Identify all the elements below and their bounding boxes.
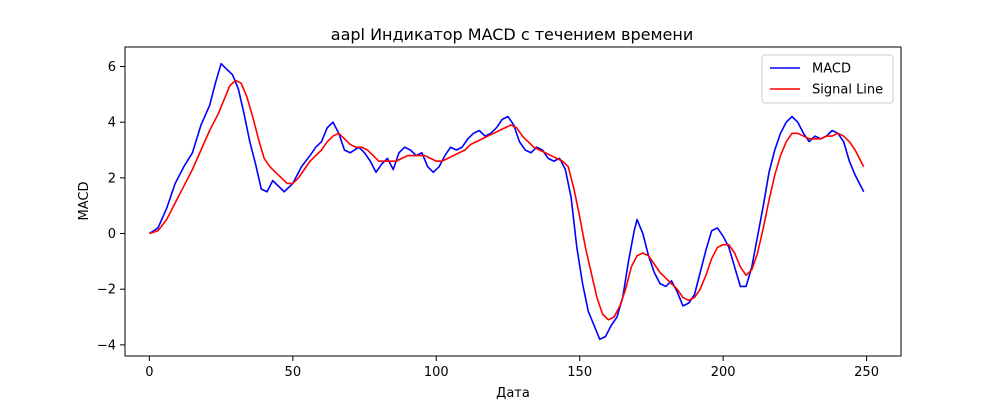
y-tick-label: −2 bbox=[97, 283, 116, 298]
x-tick-label: 0 bbox=[145, 365, 153, 380]
series-line-macd bbox=[148, 62, 865, 341]
x-axis: 0 50 100 150 200 250 bbox=[145, 356, 879, 380]
y-tick-label: 2 bbox=[108, 171, 116, 186]
x-tick-label: 150 bbox=[567, 365, 592, 380]
x-tick-label: 200 bbox=[711, 365, 736, 380]
legend-box bbox=[761, 54, 894, 104]
y-tick-label: −4 bbox=[97, 338, 116, 353]
x-tick-label: 100 bbox=[424, 365, 449, 380]
legend-items: MACD Signal Line bbox=[770, 62, 883, 98]
plot-frame bbox=[124, 46, 902, 357]
x-axis-label: Дата bbox=[496, 386, 530, 400]
x-tick-label: 50 bbox=[285, 365, 302, 380]
series-layer bbox=[148, 62, 865, 341]
y-tick-label: 4 bbox=[108, 116, 116, 131]
y-axis-label: MACD bbox=[77, 182, 92, 221]
y-axis: −4 −2 0 2 4 6 bbox=[97, 60, 125, 353]
y-tick-label: 6 bbox=[108, 60, 116, 75]
legend: MACD Signal Line bbox=[761, 54, 894, 104]
legend-label: MACD bbox=[812, 62, 851, 77]
legend-label: Signal Line bbox=[812, 83, 883, 98]
chart-title: aapl Индикатор MACD с течением времени bbox=[331, 25, 693, 44]
series-line-signal bbox=[149, 79, 865, 321]
plot-area bbox=[124, 46, 902, 357]
x-tick-label: 250 bbox=[854, 365, 879, 380]
y-tick-label: 0 bbox=[108, 227, 116, 242]
